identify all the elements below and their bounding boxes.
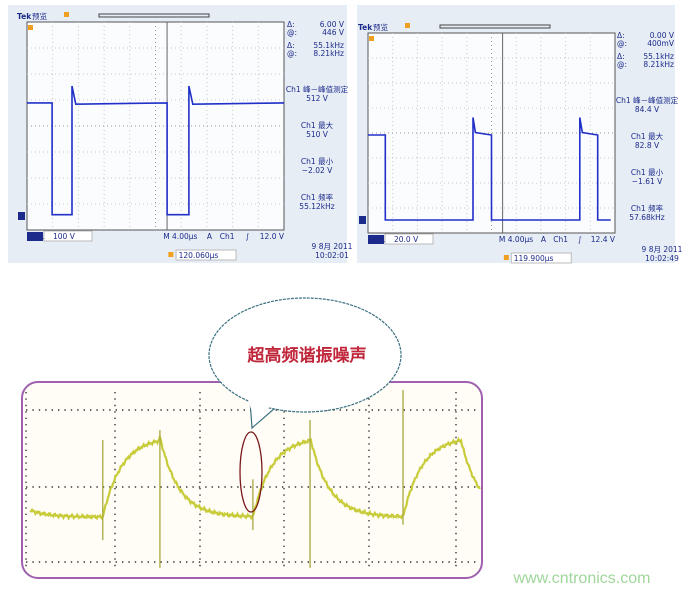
scope-time: 10:02:01 bbox=[315, 251, 349, 260]
cursor-at-frequency: 8.21kHz bbox=[313, 49, 344, 58]
horizontal-position-icon bbox=[168, 252, 174, 257]
cursor-delta-label: Δ: bbox=[287, 41, 295, 50]
cursor-delta-voltage: 6.00 V bbox=[320, 20, 345, 29]
cursor-delta-frequency: 55.1kHz bbox=[643, 52, 674, 61]
cursor-at-voltage: 400mV bbox=[647, 39, 675, 48]
trigger-level: 12.4 V bbox=[591, 235, 616, 244]
measurement-value: 55.12kHz bbox=[299, 202, 334, 211]
horizontal-position-icon bbox=[503, 255, 509, 260]
oscilloscope-screen-1: Tek 预览 Δ: 6.00 V @: 446 V Δ: 55.1kHz @: 8.21kHz Ch… bbox=[8, 5, 353, 263]
volts-div-box bbox=[384, 233, 434, 245]
trigger-marker-icon bbox=[405, 23, 410, 28]
scope-mode: 预览 bbox=[32, 11, 47, 21]
scope-date: 9 8月 2011 bbox=[312, 242, 353, 251]
trigger-slope: ∫ bbox=[245, 232, 249, 241]
measurement-label: Ch1 峰－峰值测定 bbox=[616, 95, 679, 105]
trigger-marker-icon bbox=[64, 12, 69, 17]
measurement-value: 82.8 V bbox=[635, 141, 660, 150]
record-view-bar bbox=[98, 13, 210, 18]
volts-div-box bbox=[43, 230, 93, 242]
trigger-slope: ∫ bbox=[578, 235, 582, 244]
noise-waveform bbox=[29, 433, 481, 521]
callout-ellipse bbox=[208, 297, 402, 413]
measurement-label: Ch1 峰－峰值测定 bbox=[286, 84, 349, 94]
measurement-value: 512 V bbox=[306, 94, 329, 103]
trigger-point-icon bbox=[369, 36, 374, 41]
horizontal-position: 120.060µs bbox=[179, 251, 219, 260]
cursor-at-frequency: 8.21kHz bbox=[643, 60, 674, 69]
cursor-at-label: @: bbox=[287, 49, 297, 58]
trigger-mode: A bbox=[207, 232, 213, 241]
time-per-division: M 4.00µs bbox=[163, 232, 197, 241]
cursor-at-label: @: bbox=[617, 39, 627, 48]
record-view-bar bbox=[439, 24, 551, 29]
scope-brand: Tek bbox=[17, 12, 32, 21]
measurement-label: Ch1 最小 bbox=[631, 168, 664, 177]
measurement-value: 84.4 V bbox=[635, 105, 660, 114]
scope-time: 10:02:49 bbox=[645, 254, 679, 263]
horizontal-position: 119.900µs bbox=[514, 254, 554, 263]
callout-text: 超高频谐振噪声 bbox=[248, 345, 367, 366]
ch1-waveform bbox=[368, 117, 611, 221]
scope-brand: Tek bbox=[358, 23, 373, 32]
time-per-division: M 4.00µs bbox=[499, 235, 533, 244]
measurement-label: Ch1 最大 bbox=[301, 120, 334, 130]
measurement-label: Ch1 频率 bbox=[301, 192, 334, 202]
highlight-ellipse bbox=[239, 431, 263, 513]
measurement-value: 510 V bbox=[306, 130, 329, 139]
scope-date: 9 8月 2011 bbox=[642, 245, 683, 254]
ground-marker-icon bbox=[18, 212, 25, 220]
position-box bbox=[510, 252, 572, 264]
trigger-mode: A bbox=[541, 235, 547, 244]
cursor-at-voltage: 446 V bbox=[322, 28, 345, 37]
measurement-label: Ch1 最大 bbox=[631, 131, 664, 141]
measurement-value: −2.02 V bbox=[302, 166, 333, 175]
watermark: www.cntronics.com bbox=[513, 570, 651, 587]
volts-per-division: 100 V bbox=[53, 232, 76, 241]
volts-per-division: 20.0 V bbox=[394, 235, 419, 244]
measurement-value: −1.61 V bbox=[632, 177, 663, 186]
cursor-at-label: @: bbox=[617, 60, 627, 69]
channel-label: Ch1 bbox=[369, 235, 385, 244]
oscilloscope-screen-2: Tek 预览 Δ: 0.00 V @: 400mV Δ: 55.1kHz @: 8.21kHz Ch… bbox=[357, 5, 683, 264]
measurement-label: Ch1 最小 bbox=[301, 157, 334, 166]
trigger-source: Ch1 bbox=[553, 235, 568, 244]
ch1-waveform bbox=[27, 85, 285, 216]
scope-mode: 预览 bbox=[373, 22, 388, 32]
cursor-at-label: @: bbox=[287, 28, 297, 37]
ringing-noise-figure bbox=[21, 381, 483, 579]
trigger-point-icon bbox=[28, 25, 33, 30]
channel-badge bbox=[368, 235, 384, 244]
channel-badge bbox=[27, 232, 43, 241]
ground-marker-icon bbox=[359, 216, 366, 224]
cursor-delta-label: Δ: bbox=[617, 31, 625, 40]
position-box bbox=[175, 249, 237, 261]
cursor-delta-voltage: 0.00 V bbox=[650, 31, 675, 40]
channel-label: Ch1 bbox=[28, 232, 44, 241]
trigger-source: Ch1 bbox=[220, 232, 235, 241]
cursor-delta-frequency: 55.1kHz bbox=[313, 41, 344, 50]
cursor-delta-label: Δ: bbox=[617, 52, 625, 61]
cursor-delta-label: Δ: bbox=[287, 20, 295, 29]
measurement-label: Ch1 频率 bbox=[631, 203, 664, 213]
measurement-value: 57.68kHz bbox=[629, 213, 664, 222]
trigger-level: 12.0 V bbox=[260, 232, 285, 241]
callout-bubble: 超高频谐振噪声 bbox=[208, 297, 402, 430]
